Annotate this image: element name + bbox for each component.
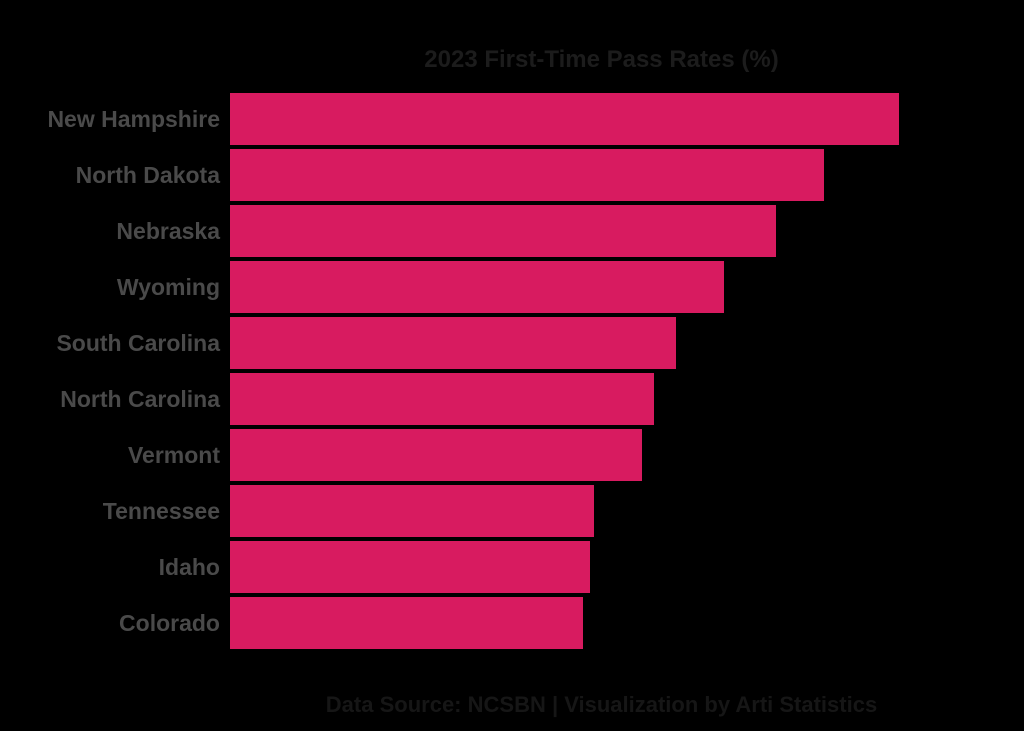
bar	[230, 597, 583, 649]
category-label: New Hampshire	[47, 106, 220, 132]
bar	[230, 93, 899, 145]
plot-area: New Hampshire North Dakota Nebraska Wyoming…	[0, 93, 1024, 649]
bar-track	[230, 205, 973, 257]
category-label: Wyoming	[116, 274, 220, 300]
bar-row: Vermont	[0, 429, 1024, 481]
category-label: North Carolina	[60, 386, 220, 412]
bar	[230, 261, 725, 313]
chart-title: 2023 First-Time Pass Rates (%)	[424, 46, 779, 73]
bar-track	[230, 149, 973, 201]
category-label: North Dakota	[75, 162, 220, 188]
category-label: Colorado	[119, 610, 220, 636]
bar-row: Tennessee	[0, 485, 1024, 537]
bar-track	[230, 317, 973, 369]
bar-track	[230, 597, 973, 649]
bar	[230, 541, 591, 593]
bar	[230, 429, 643, 481]
bar-row: New Hampshire	[0, 93, 1024, 145]
category-label: Idaho	[158, 554, 220, 580]
bar-track	[230, 373, 973, 425]
bar	[230, 373, 654, 425]
bar-row: Colorado	[0, 597, 1024, 649]
category-label: Tennessee	[102, 498, 220, 524]
bar-track	[230, 541, 973, 593]
footer-credit: Data Source: NCSBN | Visualization by Ar…	[325, 692, 878, 717]
bar	[230, 149, 825, 201]
bar-track	[230, 485, 973, 537]
category-label: Vermont	[127, 442, 220, 468]
bar	[230, 485, 595, 537]
bar-track	[230, 429, 973, 481]
bar-row: North Dakota	[0, 149, 1024, 201]
category-label: South Carolina	[56, 330, 220, 356]
bar-track	[230, 261, 973, 313]
bar-track	[230, 93, 973, 145]
bar-row: Wyoming	[0, 261, 1024, 313]
bar	[230, 205, 777, 257]
bar-row: Idaho	[0, 541, 1024, 593]
bar-row: North Carolina	[0, 373, 1024, 425]
bar-row: South Carolina	[0, 317, 1024, 369]
category-label: Nebraska	[116, 218, 220, 244]
bar	[230, 317, 676, 369]
bar-row: Nebraska	[0, 205, 1024, 257]
